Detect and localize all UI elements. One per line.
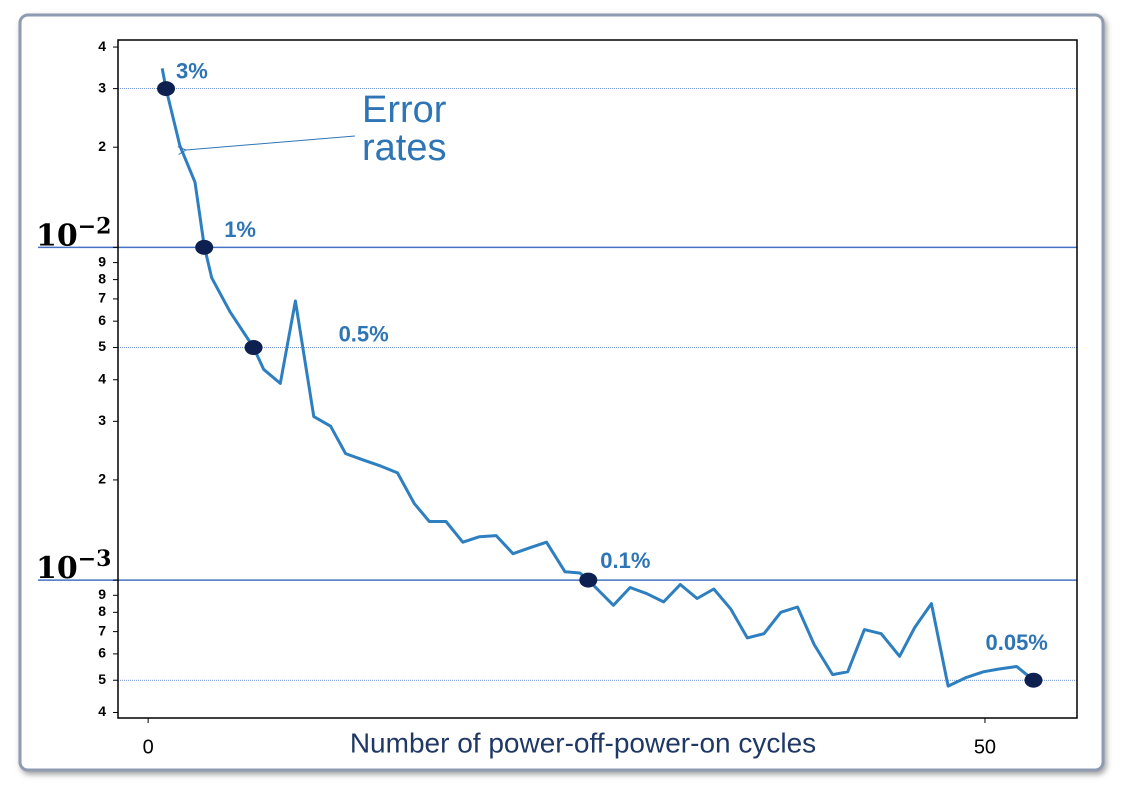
y-tick-label: 5	[98, 671, 106, 687]
y-tick-label: 3	[98, 79, 106, 95]
y-tick-label: 8	[98, 270, 106, 286]
marker	[1024, 672, 1043, 688]
value-label: 3%	[176, 58, 208, 83]
value-label: 1%	[224, 217, 256, 242]
value-label: 0.05%	[985, 630, 1047, 655]
x-axis-label: Number of power-off-power-on cycles	[350, 727, 816, 758]
y-tick-label: 2	[98, 471, 106, 487]
marker	[244, 340, 263, 356]
y-tick-label: 7	[98, 290, 106, 306]
y-tick-label: 4	[98, 703, 106, 719]
y-tick-label: 4	[98, 38, 106, 54]
y-tick-exponent: −2	[78, 213, 112, 239]
y-tick-label: 7	[98, 622, 106, 638]
y-tick-label: 4	[98, 370, 106, 386]
marker	[579, 572, 598, 588]
y-tick-label: 10−2	[36, 213, 112, 253]
value-label: 0.1%	[600, 548, 650, 573]
label-background	[292, 728, 872, 764]
frame	[18, 13, 1105, 772]
value-label: 0.5%	[339, 321, 389, 346]
y-tick-label: 3	[98, 412, 106, 428]
y-tick-label: 5	[98, 338, 106, 354]
y-tick-label: 8	[98, 603, 106, 619]
y-tick-label: 9	[98, 253, 106, 269]
marker	[195, 239, 214, 255]
y-tick-exponent: −3	[78, 546, 112, 572]
marker	[157, 81, 176, 97]
y-tick-label: 6	[98, 312, 106, 328]
y-tick-label: 6	[98, 645, 106, 661]
y-tick-label: 2	[98, 138, 106, 154]
annotation: Error	[362, 89, 447, 131]
plot-area	[117, 39, 1078, 719]
annotation: rates	[362, 127, 446, 169]
x-tick-label: 0	[143, 736, 154, 758]
y-tick-label: 9	[98, 586, 106, 602]
annotation-arrow	[186, 135, 356, 150]
data-line	[160, 68, 1035, 688]
x-tick-label: 50	[974, 736, 996, 758]
